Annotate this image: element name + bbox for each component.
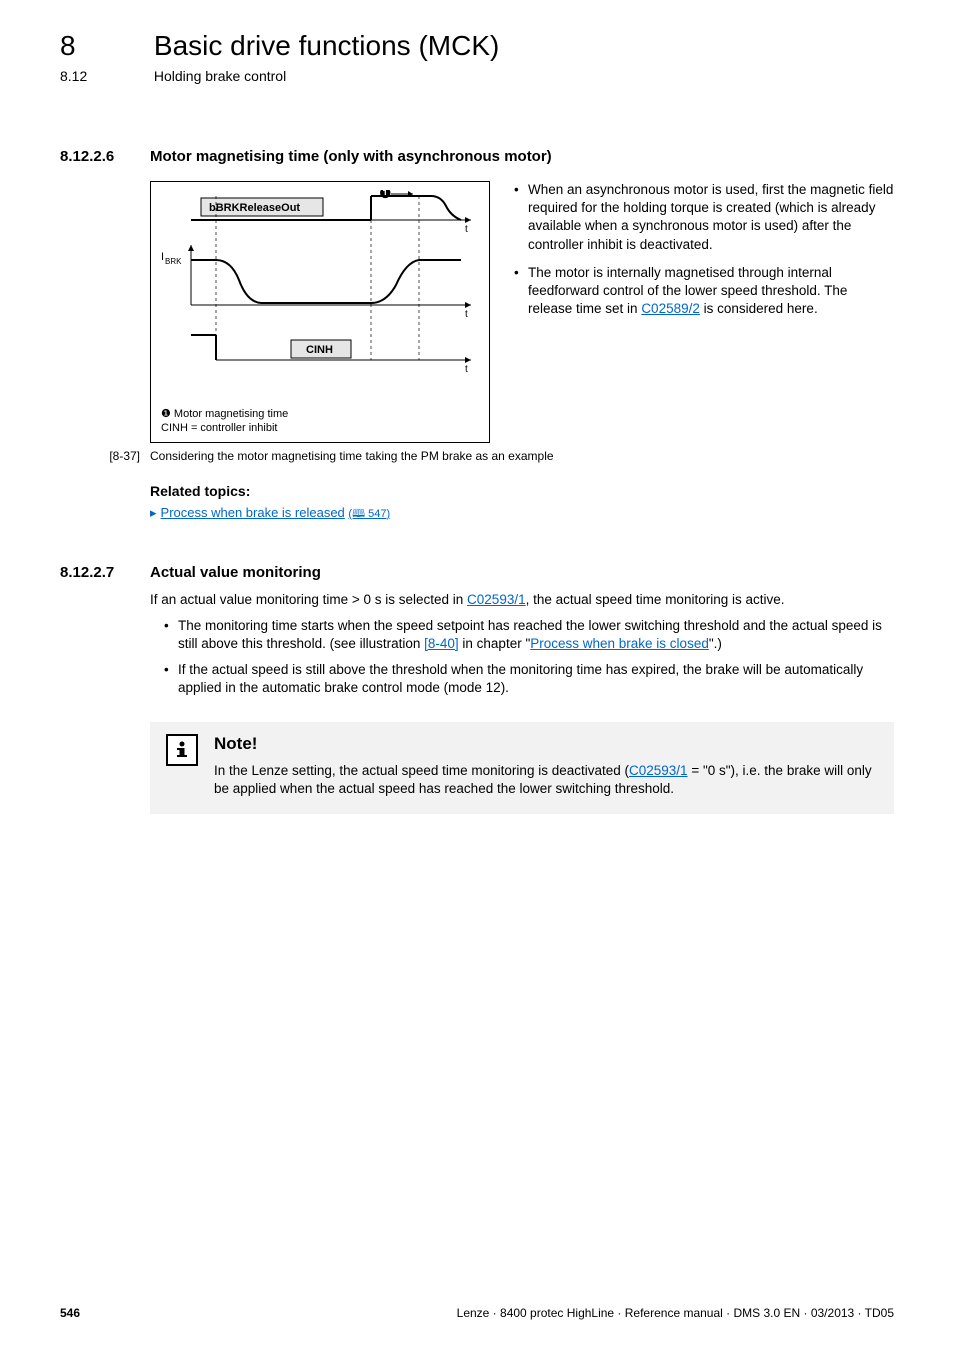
subsection-heading: 8.12.2.7 Actual value monitoring	[60, 564, 894, 581]
footer-text: Lenze · 8400 protec HighLine · Reference…	[457, 1306, 894, 1320]
diagram-marker: ❶	[379, 190, 392, 201]
subsection-number: 8.12.2.7	[60, 564, 150, 581]
bullet-item: The motor is internally magnetised throu…	[514, 264, 894, 319]
bullet-item: When an asynchronous motor is used, firs…	[514, 181, 894, 254]
param-link[interactable]: C02593/1	[629, 763, 688, 778]
related-topics-heading: Related topics:	[150, 483, 894, 499]
info-icon	[166, 734, 198, 766]
diagram-label-ibrk-sub: BRK	[165, 257, 182, 266]
chapter-number: 8	[60, 30, 150, 62]
subsection-heading: 8.12.2.6 Motor magnetising time (only wi…	[60, 148, 894, 165]
page-header: 8 Basic drive functions (MCK) 8.12 Holdi…	[60, 30, 894, 84]
page-ref[interactable]: 547)	[365, 508, 390, 520]
diagram-label-bbrk: bBRKReleaseOut	[209, 202, 300, 214]
page-number: 546	[60, 1306, 80, 1320]
figure-caption: [8-37] Considering the motor magnetising…	[90, 449, 894, 463]
divider: _ _ _ _ _ _ _ _ _ _ _ _ _ _ _ _ _ _ _ _ …	[60, 104, 894, 118]
chapter-link[interactable]: Process when brake is closed	[530, 636, 709, 651]
axis-label: t	[465, 364, 468, 375]
subsection-title: Actual value monitoring	[150, 564, 321, 581]
body-text: , the actual speed time monitoring is ac…	[526, 592, 785, 607]
related-link[interactable]: Process when brake is released	[161, 505, 345, 520]
param-link[interactable]: C02589/2	[641, 301, 700, 316]
caption-text: Considering the motor magnetising time t…	[150, 449, 554, 463]
book-icon: (🕮	[348, 508, 365, 520]
legend-line: ❶ Motor magnetising time	[161, 407, 479, 421]
diagram-label-ibrk: I	[161, 251, 164, 263]
caption-number: [8-37]	[90, 449, 150, 463]
bullet-item: If the actual speed is still above the t…	[164, 661, 894, 697]
note-text: In the Lenze setting, the actual speed t…	[214, 763, 629, 778]
figure-link[interactable]: [8-40]	[424, 636, 459, 651]
axis-label: t	[465, 309, 468, 320]
arrow-icon: ▸	[150, 505, 157, 520]
legend-line: CINH = controller inhibit	[161, 421, 479, 435]
bullet-text: If the actual speed is still above the t…	[178, 662, 863, 695]
bullet-text: ".)	[709, 636, 722, 651]
bullet-item: The monitoring time starts when the spee…	[164, 617, 894, 653]
note-title: Note!	[214, 734, 878, 754]
bullet-text: in chapter "	[459, 636, 531, 651]
page-footer: 546 Lenze · 8400 protec HighLine · Refer…	[60, 1306, 894, 1320]
figure: bBRKReleaseOut ❶ t I BRK	[150, 181, 490, 443]
chapter-title: Basic drive functions (MCK)	[154, 30, 499, 62]
note-box: Note! In the Lenze setting, the actual s…	[150, 722, 894, 814]
section-number: 8.12	[60, 68, 150, 84]
section-title: Holding brake control	[154, 68, 286, 84]
bullet-text: is considered here.	[700, 301, 818, 316]
bullet-text: When an asynchronous motor is used, firs…	[528, 182, 893, 252]
timing-diagram: bBRKReleaseOut ❶ t I BRK	[161, 190, 479, 400]
diagram-label-cinh: CINH	[306, 344, 333, 356]
subsection-number: 8.12.2.6	[60, 148, 150, 165]
param-link[interactable]: C02593/1	[467, 592, 526, 607]
subsection-title: Motor magnetising time (only with asynch…	[150, 148, 552, 165]
body-text: If an actual value monitoring time > 0 s…	[150, 592, 467, 607]
axis-label: t	[465, 224, 468, 235]
